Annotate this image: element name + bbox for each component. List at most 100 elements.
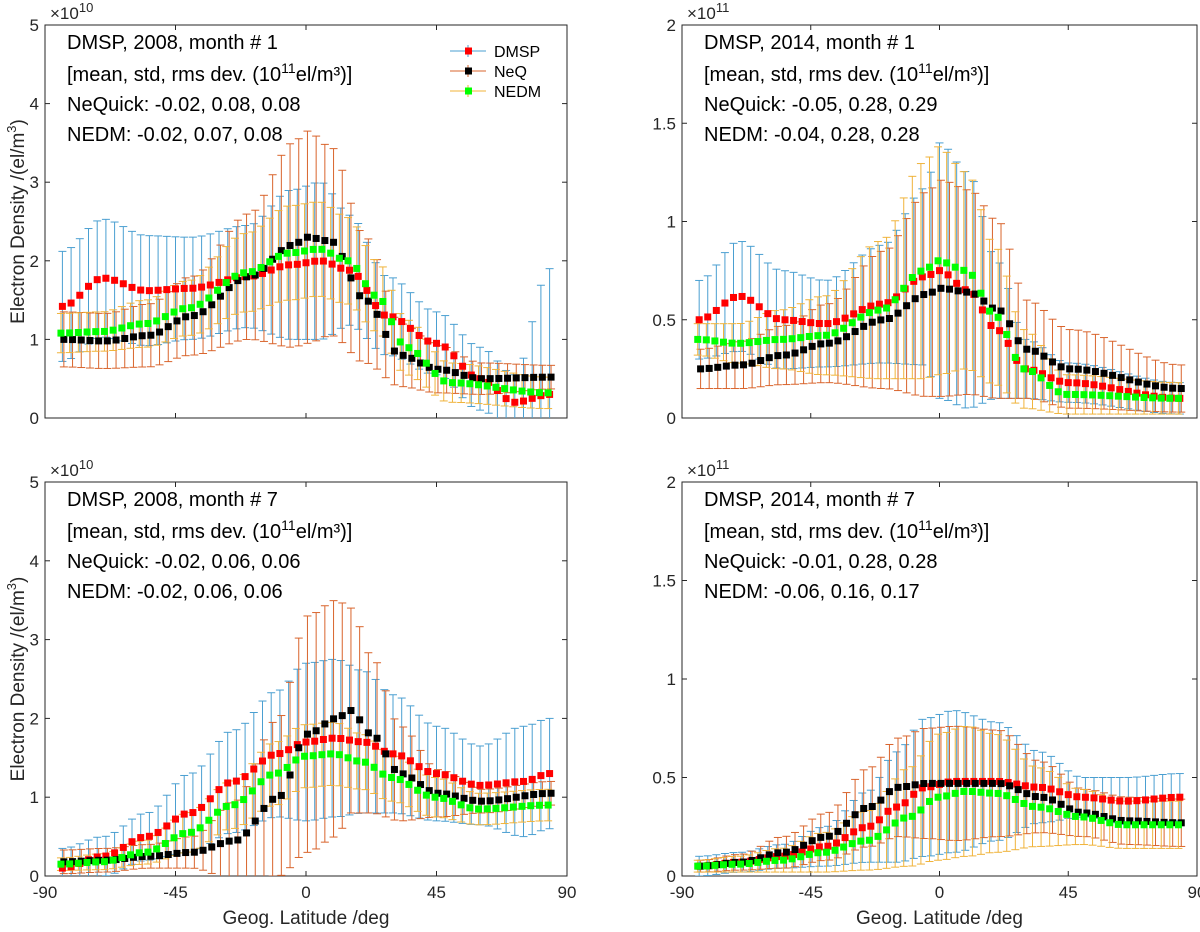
point-neq [460, 794, 468, 802]
point-neq [295, 744, 303, 752]
point-neq [103, 337, 111, 345]
point-nedm [448, 379, 456, 387]
point-dmsp [1142, 796, 1149, 804]
point-dmsp [824, 320, 832, 328]
point-nedm [301, 752, 309, 760]
point-dmsp [511, 398, 519, 406]
point-dmsp [824, 842, 832, 850]
point-nedm [822, 848, 830, 856]
point-dmsp [111, 849, 119, 857]
point-dmsp [441, 343, 449, 351]
point-nedm [694, 335, 702, 343]
point-dmsp [1047, 785, 1055, 793]
point-nedm [1071, 812, 1079, 820]
point-neq [1083, 366, 1091, 374]
point-dmsp [1124, 797, 1132, 805]
y-tick-label: 2 [30, 252, 39, 271]
point-nedm [1166, 821, 1174, 829]
point-neq [1066, 805, 1074, 813]
point-nedm [1003, 792, 1011, 800]
point-neq [530, 790, 538, 798]
point-neq [1006, 782, 1014, 790]
legend-marker [465, 47, 472, 55]
point-neq [731, 361, 739, 369]
point-dmsp [267, 751, 275, 759]
point-nedm [231, 272, 239, 280]
point-nedm [1140, 393, 1148, 401]
point-nedm [431, 369, 439, 377]
point-nedm [66, 860, 74, 868]
point-nedm [840, 324, 848, 332]
point-neq [477, 375, 485, 383]
x-tick-label: -90 [670, 883, 695, 902]
point-neq [1091, 368, 1099, 376]
point-neq [173, 317, 181, 325]
point-neq [714, 363, 722, 371]
point-neq [182, 313, 190, 321]
point-nedm [951, 263, 959, 271]
point-neq [817, 833, 825, 841]
point-dmsp [328, 734, 336, 742]
point-dmsp [798, 318, 806, 326]
point-nedm [840, 843, 848, 851]
point-dmsp [93, 276, 101, 284]
point-neq [877, 796, 885, 804]
point-neq [885, 315, 893, 323]
point-dmsp [953, 279, 961, 287]
point-nedm [179, 305, 187, 313]
point-nedm [135, 320, 143, 328]
point-nedm [805, 332, 813, 340]
point-neq [243, 829, 251, 837]
legend: DMSP NeQ NEDM [450, 44, 541, 101]
stats-nedm: NEDM: -0.06, 0.16, 0.17 [704, 581, 920, 603]
point-nedm [831, 329, 839, 337]
point-neq [225, 837, 233, 845]
point-nedm [509, 803, 517, 811]
point-dmsp [328, 260, 336, 268]
point-neq [937, 779, 945, 787]
point-dmsp [1021, 782, 1029, 790]
point-nedm [370, 763, 378, 771]
point-dmsp [319, 735, 327, 743]
point-dmsp [285, 261, 293, 269]
point-nedm [711, 861, 719, 869]
point-neq [95, 337, 103, 345]
point-dmsp [695, 316, 703, 324]
point-dmsp [978, 306, 986, 314]
point-neq [538, 790, 546, 798]
point-neq [1152, 382, 1160, 390]
point-dmsp [389, 313, 397, 321]
point-neq [321, 237, 329, 245]
y-tick-label: 1.5 [652, 572, 676, 591]
point-dmsp [772, 853, 780, 861]
point-dmsp [102, 274, 110, 282]
point-nedm [1054, 807, 1062, 815]
point-nedm [814, 332, 822, 340]
legend-label: NeQ [494, 64, 527, 81]
point-dmsp [1073, 793, 1081, 801]
point-dmsp [1099, 382, 1107, 390]
point-dmsp [537, 772, 545, 780]
point-neq [190, 312, 198, 320]
point-neq [860, 322, 868, 330]
point-nedm [414, 786, 422, 794]
point-nedm [908, 812, 916, 820]
y-tick-label: 0 [667, 409, 676, 428]
y-tick-label: 4 [30, 552, 39, 571]
markers [694, 257, 1185, 402]
point-neq [1023, 790, 1031, 798]
point-neq [903, 782, 911, 790]
point-nedm [1131, 393, 1139, 401]
stats-nedm: NEDM: -0.02, 0.07, 0.08 [67, 124, 283, 146]
point-neq [121, 334, 129, 342]
x-tick-label: 0 [935, 883, 944, 902]
y-tick-label: 4 [30, 95, 39, 114]
point-neq [182, 849, 190, 857]
point-dmsp [406, 324, 414, 332]
point-nedm [848, 319, 856, 327]
point-dmsp [406, 757, 414, 765]
point-neq [911, 295, 919, 303]
panel-title: DMSP, 2008, month # 1 [67, 32, 278, 54]
point-neq [1160, 383, 1168, 391]
point-nedm [248, 268, 256, 276]
